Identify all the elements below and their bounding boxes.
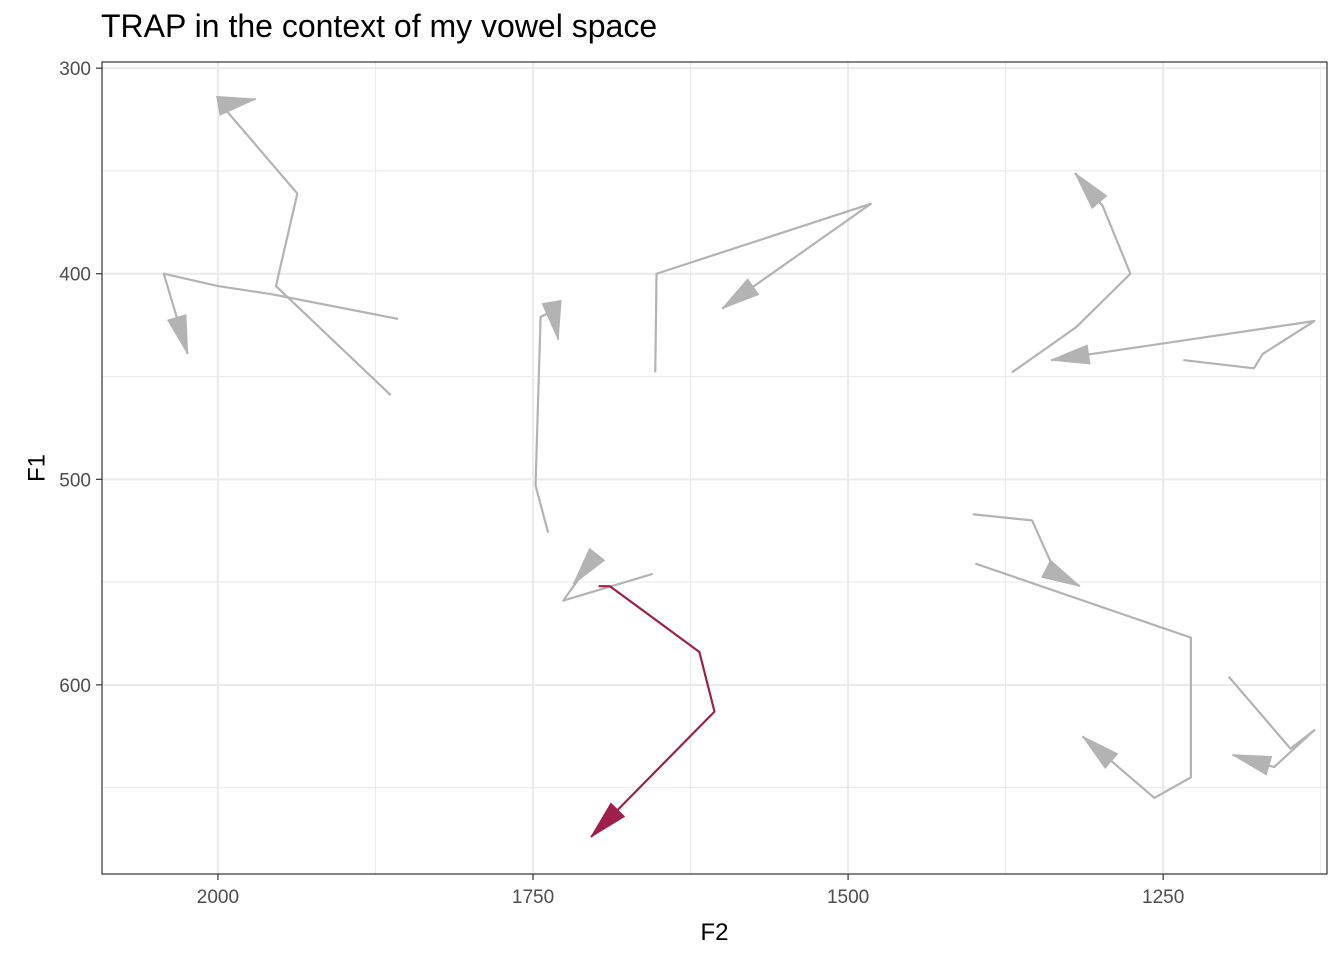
vowel-trajectory xyxy=(972,513,1081,588)
x-tick-label: 1750 xyxy=(512,887,554,908)
y-axis: 300 400 500 600 xyxy=(59,59,102,697)
vowel-trajectory xyxy=(216,95,392,396)
x-tick-label: 1500 xyxy=(827,887,869,908)
vowel-trajectory xyxy=(1011,172,1132,374)
panel-border xyxy=(101,61,1328,875)
trajectory-line xyxy=(590,585,716,838)
vowel-trajectory xyxy=(1050,319,1316,370)
trajectory-arrowhead xyxy=(1050,344,1091,365)
vowel-trajectory xyxy=(162,272,399,355)
trap-trajectory xyxy=(590,585,716,838)
vowel-trajectory xyxy=(534,299,562,534)
x-tick-label: 2000 xyxy=(197,887,239,908)
trajectory-line xyxy=(975,562,1192,800)
trajectory-arrowhead xyxy=(590,802,626,838)
trajectory-arrowhead xyxy=(216,95,256,116)
vowel-trajectory xyxy=(1227,675,1316,776)
trajectory-line xyxy=(1050,319,1316,370)
trajectory-line xyxy=(162,272,399,355)
x-axis: 2000 1750 1500 1250 xyxy=(197,874,1184,908)
trajectory-line xyxy=(654,202,872,373)
trajectory-arrowhead xyxy=(541,299,562,340)
trajectory-arrowhead xyxy=(1232,754,1273,776)
y-axis-title: F1 xyxy=(23,454,50,482)
y-tick-label: 400 xyxy=(59,265,91,286)
trajectory-arrowhead xyxy=(721,278,760,310)
vowel-trajectory xyxy=(975,562,1192,800)
vowel-trajectory xyxy=(654,202,872,373)
y-tick-label: 600 xyxy=(59,676,91,697)
trajectory-arrowhead xyxy=(572,547,606,585)
panel-background xyxy=(102,62,1327,874)
trajectory-arrowhead xyxy=(166,314,189,355)
y-tick-label: 500 xyxy=(59,470,91,491)
trajectory-arrowhead xyxy=(1041,559,1081,587)
x-tick-label: 1250 xyxy=(1142,887,1184,908)
plot-panel xyxy=(101,61,1328,875)
trajectory-arrowhead xyxy=(1082,735,1119,770)
chart-title: TRAP in the context of my vowel space xyxy=(101,8,658,44)
x-axis-title: F2 xyxy=(700,919,728,946)
trajectory-arrowhead xyxy=(1074,172,1108,209)
y-tick-label: 300 xyxy=(59,59,91,80)
